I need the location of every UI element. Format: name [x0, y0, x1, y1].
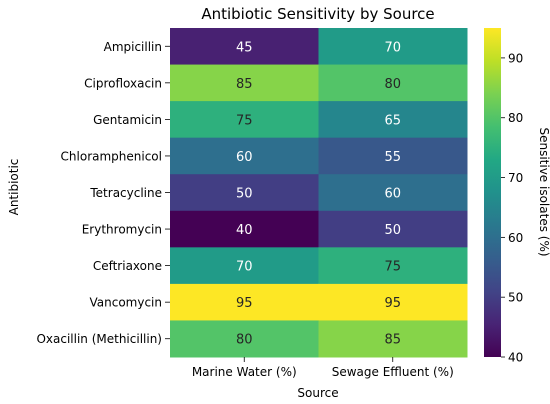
colorbar-ticks: 40 50 60 70 80 90 — [501, 51, 523, 365]
heatmap-cell — [318, 247, 468, 285]
y-tick-label: Ceftriaxone — [93, 259, 162, 273]
heatmap-cell — [318, 101, 468, 139]
heatmap-cell — [170, 137, 319, 175]
cell-value-label: 80 — [384, 77, 401, 92]
heatmap-cell — [170, 320, 319, 358]
heatmap-cell — [170, 28, 319, 66]
y-tick-label: Erythromycin — [82, 223, 162, 237]
cell-value-label: 80 — [236, 333, 253, 348]
cell-value-label: 55 — [384, 150, 401, 165]
cell-value-label: 40 — [236, 223, 253, 238]
cell-value-label: 65 — [384, 113, 401, 128]
y-tick-label: Ciprofloxacin — [84, 76, 162, 90]
heatmap-cell — [318, 283, 468, 321]
y-tick-label: Tetracycline — [89, 186, 162, 200]
cell-value-label: 50 — [236, 187, 253, 202]
cell-value-label: 70 — [236, 260, 253, 275]
heatmap-cell — [318, 320, 468, 358]
x-tick-label: Sewage Effluent (%) — [332, 365, 454, 379]
heatmap-cell — [170, 283, 319, 321]
cell-value-label: 75 — [384, 260, 401, 275]
y-axis-label: Antibiotic — [7, 159, 21, 216]
colorbar-tick-label: 40 — [508, 351, 523, 365]
y-tick-label: Vancomycin — [89, 296, 162, 310]
chart-title: Antibiotic Sensitivity by Source — [201, 5, 434, 23]
colorbar-label: Sensitive isolates (%) — [537, 127, 550, 256]
heatmap-cell — [318, 210, 468, 248]
heatmap-cells: 45 70 85 80 75 65 60 55 50 60 40 50 70 75 95 95 80 85 — [170, 28, 468, 358]
heatmap-cell — [170, 64, 319, 102]
colorbar-tick-label: 50 — [508, 291, 523, 305]
heatmap-cell — [318, 28, 468, 66]
y-tick-label: Gentamicin — [93, 113, 162, 127]
cell-value-label: 45 — [236, 40, 253, 55]
cell-value-label: 70 — [384, 40, 401, 55]
cell-value-label: 95 — [384, 296, 401, 311]
y-tick-label: Oxacillin (Methicillin) — [36, 332, 162, 346]
colorbar-tick-label: 60 — [508, 231, 523, 245]
colorbar-tick-label: 90 — [508, 51, 523, 65]
x-tick-label: Marine Water (%) — [192, 365, 297, 379]
x-tick-labels: Marine Water (%) Sewage Effluent (%) — [192, 357, 454, 379]
colorbar: 40 50 60 70 80 90 — [484, 28, 523, 365]
cell-value-label: 50 — [384, 223, 401, 238]
colorbar-tick-label: 80 — [508, 111, 523, 125]
y-tick-label: Chloramphenicol — [61, 149, 162, 163]
cell-value-label: 60 — [236, 150, 253, 165]
cell-value-label: 85 — [384, 333, 401, 348]
y-tick-label: Ampicillin — [104, 40, 162, 54]
heatmap-cell — [318, 174, 468, 212]
cell-value-label: 95 — [236, 296, 253, 311]
heatmap-cell — [170, 210, 319, 248]
x-axis-label: Source — [297, 386, 338, 400]
heatmap-cell — [170, 247, 319, 285]
heatmap-cell — [170, 101, 319, 139]
cell-value-label: 85 — [236, 77, 253, 92]
heatmap-cell — [318, 137, 468, 175]
colorbar-gradient — [484, 28, 501, 357]
cell-value-label: 75 — [236, 113, 253, 128]
heatmap-cell — [318, 64, 468, 102]
heatmap-cell — [170, 174, 319, 212]
colorbar-tick-label: 70 — [508, 171, 523, 185]
cell-value-label: 60 — [384, 187, 401, 202]
y-tick-labels: Ampicillin Ciprofloxacin Gentamicin Chloram… — [36, 40, 170, 346]
